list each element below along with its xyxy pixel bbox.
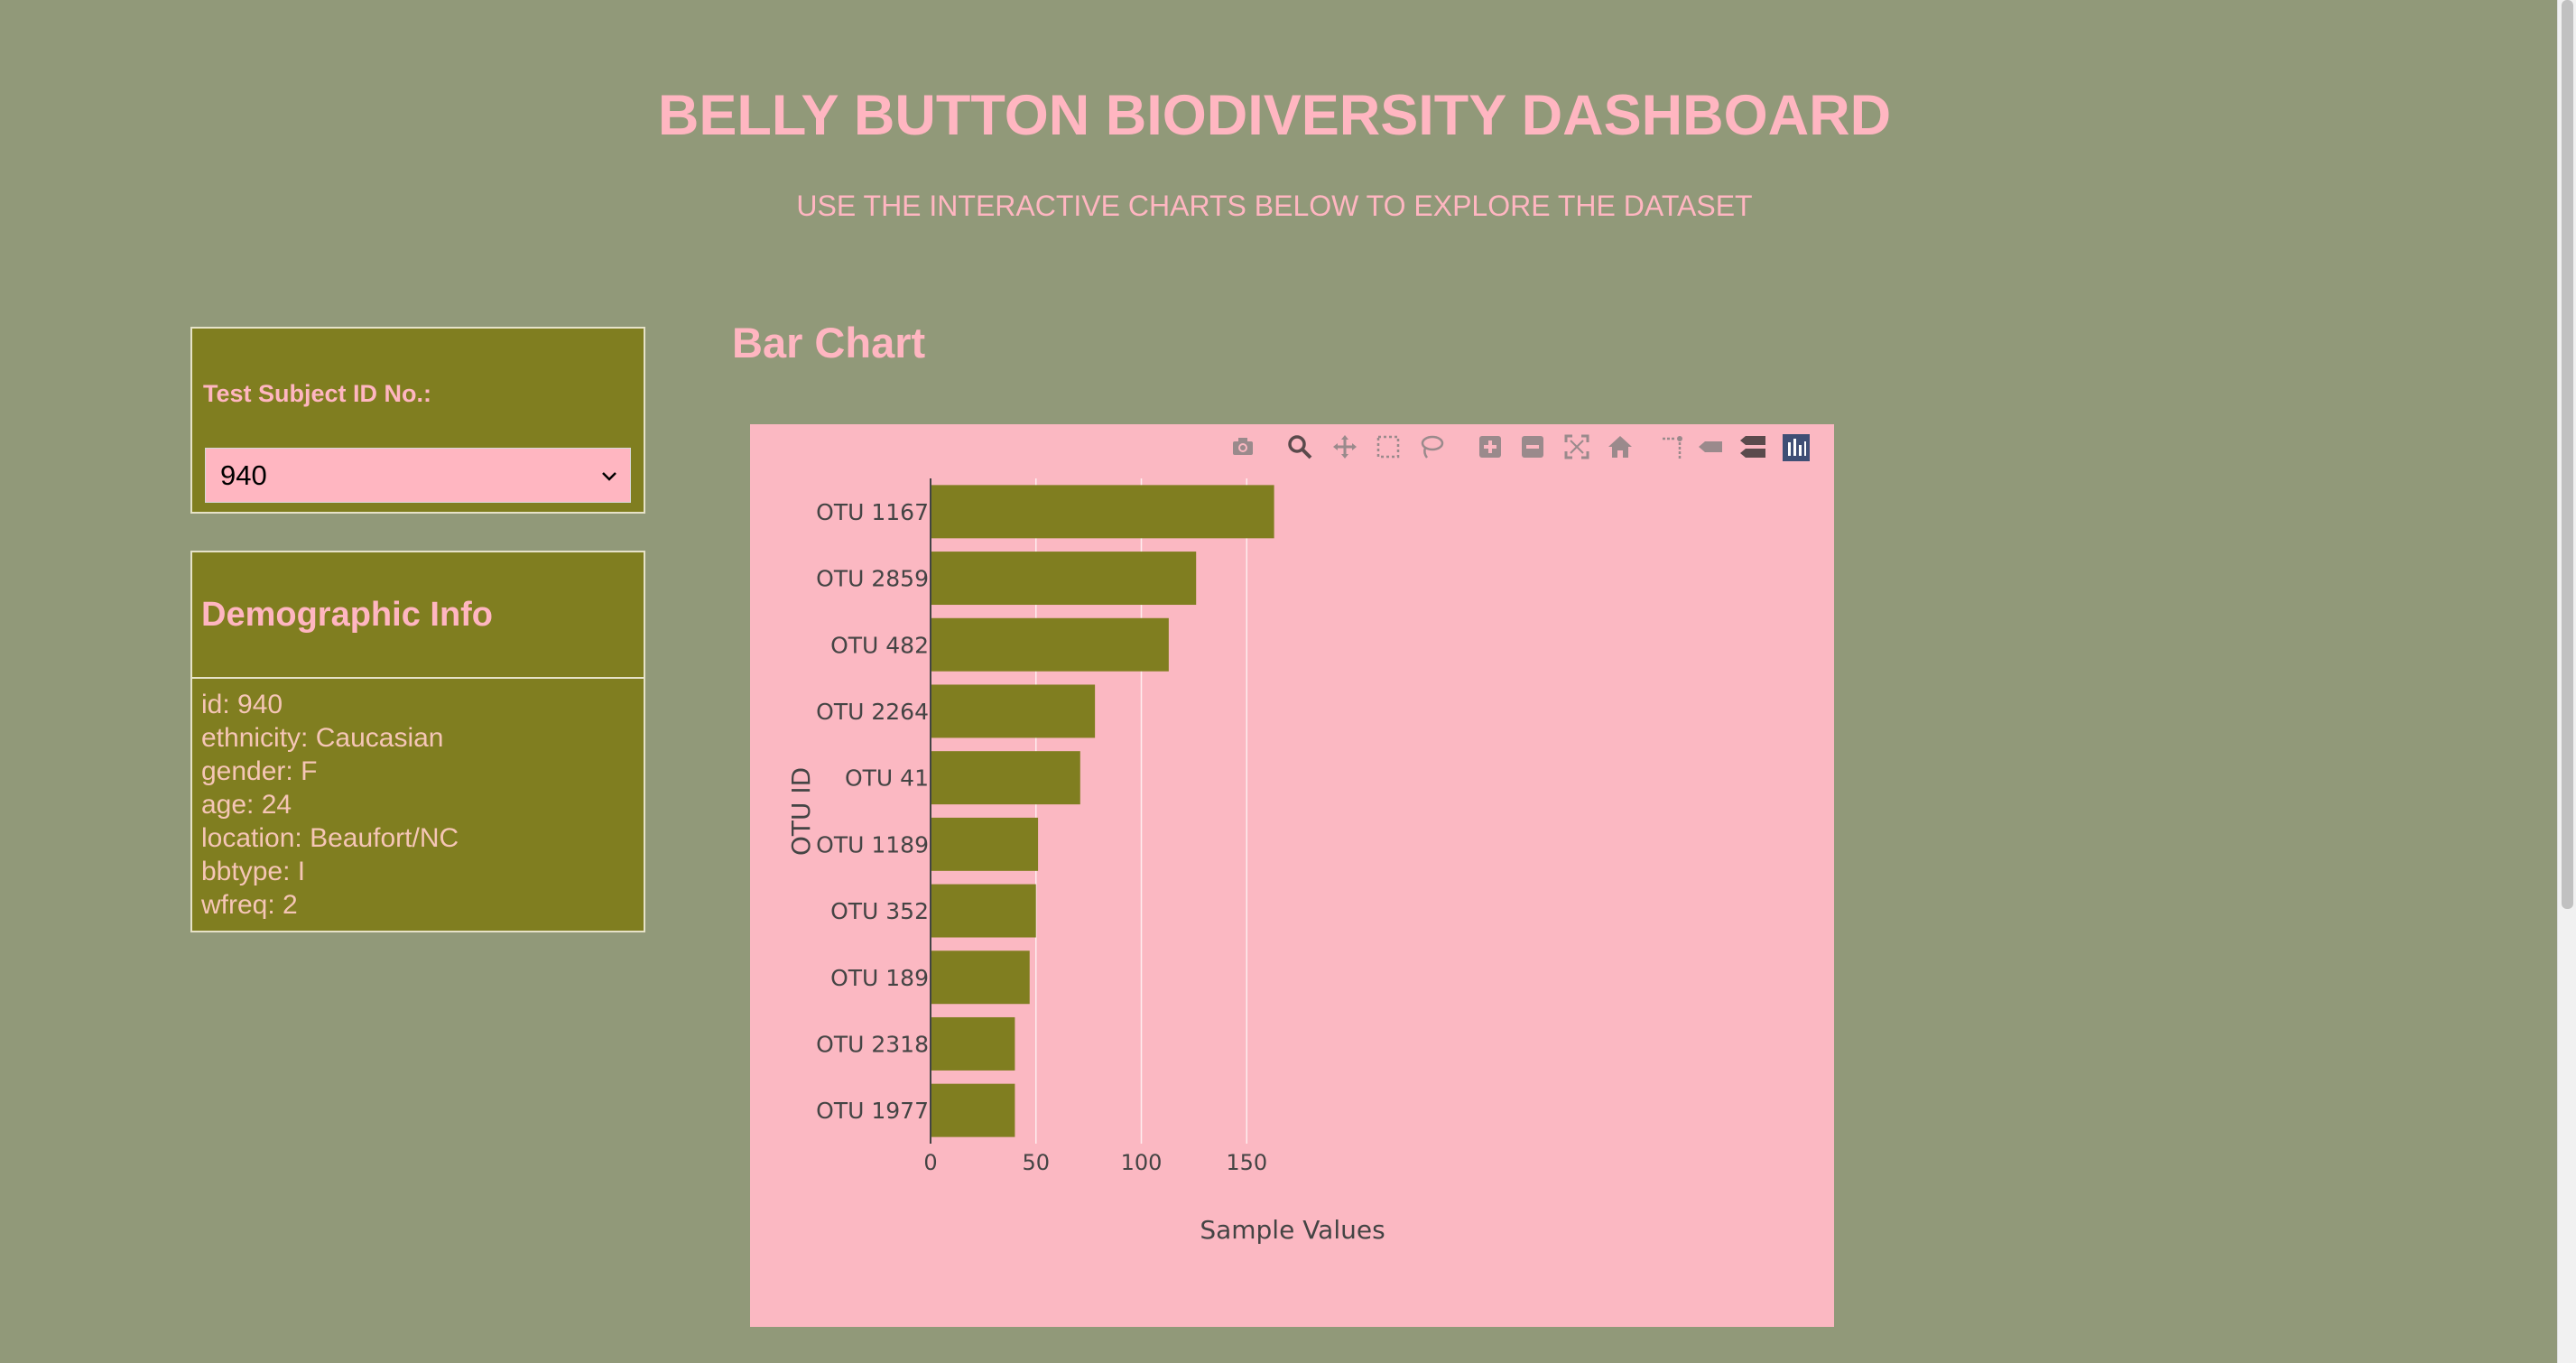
hover-closest-icon[interactable] [1697, 433, 1724, 460]
box-select-icon[interactable] [1375, 433, 1402, 460]
bar[interactable] [931, 617, 1169, 672]
bar[interactable] [931, 1016, 1015, 1071]
demographic-info-title: Demographic Info [201, 596, 494, 634]
y-tick-label: OTU 2264 [816, 699, 929, 725]
bar[interactable] [931, 485, 1274, 539]
subject-id-dropdown[interactable]: 940 [205, 448, 631, 503]
bar-chart-title: Bar Chart [732, 319, 926, 366]
plotly-logo-icon[interactable] [1782, 433, 1810, 461]
x-tick-label: 50 [1022, 1150, 1050, 1175]
y-axis-title: OTU ID [786, 767, 816, 856]
plot-modebar [750, 433, 1834, 461]
y-tick-label: OTU 1167 [816, 499, 929, 525]
subject-selector-panel: Test Subject ID No.: 940 [190, 327, 645, 514]
page-title: BELLY BUTTON BIODIVERSITY DASHBOARD [657, 84, 1892, 147]
page-subtitle: USE THE INTERACTIVE CHARTS BELOW TO EXPL… [796, 190, 1753, 222]
demographic-row: id: 940 [201, 690, 283, 719]
subject-id-label: Test Subject ID No.: [203, 380, 432, 407]
zoom-in-icon[interactable] [1477, 433, 1504, 460]
bar[interactable] [931, 884, 1036, 938]
x-tick-label: 100 [1121, 1150, 1163, 1175]
bar[interactable] [931, 817, 1039, 871]
spike-lines-icon[interactable] [1661, 433, 1688, 460]
y-tick-label: OTU 41 [845, 765, 929, 792]
x-tick-label: 0 [923, 1150, 937, 1175]
zoom-icon[interactable] [1286, 433, 1313, 460]
demographic-info-body: id: 940 ethnicity: Caucasian gender: F age:… [190, 677, 645, 932]
demographic-row: ethnicity: Caucasian [201, 723, 444, 753]
demographic-row: gender: F [201, 756, 318, 786]
scrollbar-thumb[interactable] [2562, 0, 2573, 909]
vertical-scrollbar[interactable] [2557, 0, 2576, 1363]
y-tick-label: OTU 1977 [816, 1098, 929, 1124]
demographic-row: bbtype: I [201, 857, 306, 886]
bar-chart-plot[interactable]: OTU 1167 OTU 2859 OTU 482 OTU 2264 OTU 41 OTU… [750, 424, 1834, 1327]
demographic-row: wfreq: 2 [201, 890, 298, 920]
demographic-info-header: Demographic Info [190, 551, 645, 679]
subject-id-selected: 940 [220, 459, 267, 491]
y-tick-label: OTU 482 [830, 632, 929, 658]
bar[interactable] [931, 552, 1197, 606]
y-tick-label: OTU 2859 [816, 566, 929, 592]
bar[interactable] [931, 950, 1030, 1005]
y-tick-label: OTU 2318 [816, 1031, 929, 1057]
reset-axes-icon[interactable] [1607, 433, 1634, 460]
bar[interactable] [931, 1083, 1015, 1137]
bar-chart-svg[interactable]: OTU 1167 OTU 2859 OTU 482 OTU 2264 OTU 41 OTU… [750, 424, 1834, 1327]
x-axis-title: Sample Values [1200, 1215, 1385, 1245]
camera-icon[interactable] [1229, 433, 1256, 460]
x-tick-label: 150 [1226, 1150, 1267, 1175]
pan-icon[interactable] [1331, 433, 1358, 460]
y-tick-label: OTU 1189 [816, 831, 929, 858]
zoom-out-icon[interactable] [1519, 433, 1546, 460]
bar[interactable] [931, 684, 1096, 738]
demographic-list: id: 940 ethnicity: Caucasian gender: F age:… [201, 688, 459, 922]
autoscale-icon[interactable] [1563, 433, 1590, 460]
bar[interactable] [931, 751, 1080, 805]
chevron-down-icon [601, 449, 617, 502]
lasso-icon[interactable] [1418, 433, 1445, 460]
hover-compare-icon[interactable] [1738, 433, 1765, 460]
demographic-row: location: Beaufort/NC [201, 823, 459, 853]
y-tick-label: OTU 189 [830, 965, 929, 991]
y-tick-label: OTU 352 [830, 898, 929, 924]
demographic-row: age: 24 [201, 790, 292, 820]
